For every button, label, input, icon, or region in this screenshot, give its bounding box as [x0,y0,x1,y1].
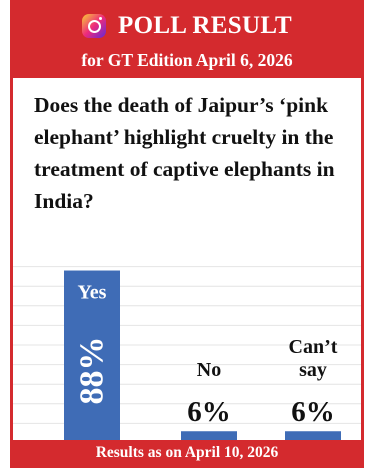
poll-card: POLL RESULT for GT Edition April 6, 2026… [10,0,364,468]
bar-1 [181,431,237,443]
bar-category-label: say [299,359,327,381]
bar-2 [285,431,341,443]
bar-0 [64,270,120,443]
poll-edition: for GT Edition April 6, 2026 [81,50,293,70]
bar-value-label: 6% [187,396,231,428]
poll-title: POLL RESULT [118,12,292,39]
poll-question: Does the death of Jaipur’s ‘pink elephan… [34,93,335,213]
results-date: Results as on April 10, 2026 [13,440,361,465]
instagram-icon [82,14,106,38]
bar-category-label: Yes [78,282,107,304]
bar-value-label: 6% [291,396,335,428]
bar-category-label: Can’t [289,336,338,358]
bar-category-label: No [197,359,221,381]
poll-header: POLL RESULT for GT Edition April 6, 2026 [13,3,361,78]
header-row: POLL RESULT [13,11,361,41]
bar-value-label: 88% [74,337,111,405]
